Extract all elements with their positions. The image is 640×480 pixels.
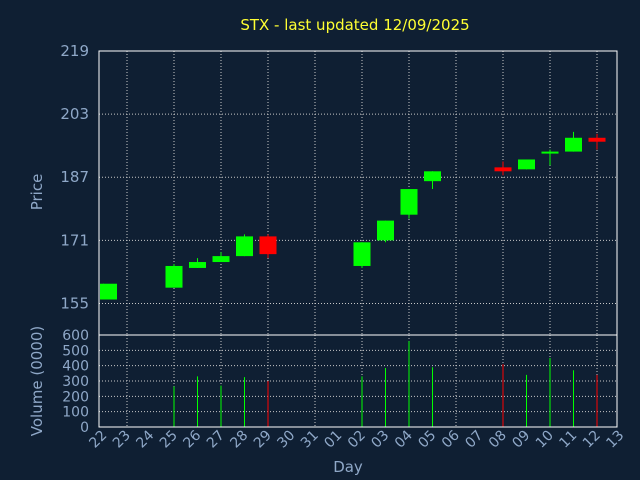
candle-body (100, 283, 117, 300)
price-tick-labels: 155 171 187 203 219 (60, 42, 89, 312)
day-tick-label: 04 (392, 427, 416, 451)
day-tick-label: 29 (251, 428, 275, 452)
day-tick-label: 27 (204, 428, 228, 452)
price-tick-label: 155 (60, 294, 89, 312)
candle-body (588, 137, 606, 142)
candle-body (165, 265, 183, 288)
candle-body (189, 262, 206, 268)
candle (541, 149, 559, 166)
day-tick-labels: 22 23 24 25 26 27 28 29 30 31 01 02 03 04 05 06 07 08 09 10… (86, 427, 627, 451)
volume-axis-label: Volume (0000) (28, 326, 46, 436)
day-tick-label: 10 (533, 428, 557, 452)
candle (165, 264, 183, 288)
volume-tick-label: 100 (62, 405, 89, 421)
volume-tick-label: 300 (62, 374, 89, 390)
candle-body (212, 256, 230, 263)
candle (259, 234, 277, 259)
day-tick-label: 01 (321, 428, 345, 452)
volume-tick-label: 200 (62, 389, 89, 405)
x-axis-label: Day (333, 458, 363, 476)
day-tick-label: 30 (274, 428, 298, 452)
candle-body (400, 189, 418, 215)
volume-tick-label: 400 (62, 359, 89, 375)
day-tick-label: 06 (439, 427, 463, 451)
candle (588, 133, 606, 150)
price-axis-label: Price (28, 174, 46, 211)
price-tick-label: 219 (60, 42, 89, 60)
candle-body (565, 137, 582, 152)
price-plot-frame (98, 50, 618, 336)
day-tick-label: 05 (415, 428, 439, 452)
volume-gridlines (99, 334, 617, 428)
candle (353, 242, 371, 268)
price-gridlines (99, 50, 617, 335)
candle (377, 220, 394, 243)
day-tick-label: 12 (580, 428, 604, 452)
volume-series (173, 341, 598, 427)
day-tick-label: 03 (368, 428, 392, 452)
candle-body (424, 171, 441, 182)
day-tick-label: 11 (556, 428, 580, 452)
day-tick-label: 25 (157, 428, 181, 452)
candle (189, 258, 206, 268)
day-tick-label: 22 (86, 428, 110, 452)
candle (100, 283, 117, 300)
candle (236, 234, 253, 257)
candle-body (541, 151, 559, 154)
price-tick-label: 203 (60, 105, 89, 123)
day-tick-label: 13 (603, 428, 627, 452)
day-tick-label: 09 (509, 428, 533, 452)
day-tick-label: 24 (133, 427, 157, 451)
volume-plot-frame (98, 334, 618, 428)
candle-body (353, 242, 371, 266)
day-tick-label: 26 (180, 427, 204, 451)
candlestick-series (100, 131, 606, 300)
volume-tick-label: 0 (80, 420, 89, 436)
day-tick-label: 08 (486, 428, 510, 452)
volume-tick-label: 500 (62, 343, 89, 359)
day-tick-label: 28 (227, 428, 251, 452)
candle (424, 171, 441, 190)
candle-body (518, 159, 535, 170)
candle-body (494, 167, 512, 172)
day-tick-label: 02 (345, 428, 369, 452)
volume-tick-label: 600 (62, 328, 89, 344)
chart-title: STX - last updated 12/09/2025 (240, 16, 469, 34)
day-tick-label: 23 (110, 428, 134, 452)
price-tick-label: 187 (60, 168, 89, 186)
candle (212, 252, 230, 263)
candle (494, 161, 512, 176)
candle-body (377, 220, 394, 241)
price-tick-label: 171 (60, 231, 89, 249)
candle (518, 159, 535, 170)
candle (565, 131, 582, 152)
day-tick-label: 31 (298, 428, 322, 452)
candle (400, 189, 418, 219)
day-tick-label: 07 (462, 428, 486, 452)
candle-body (236, 236, 253, 257)
candle-body (259, 236, 277, 255)
